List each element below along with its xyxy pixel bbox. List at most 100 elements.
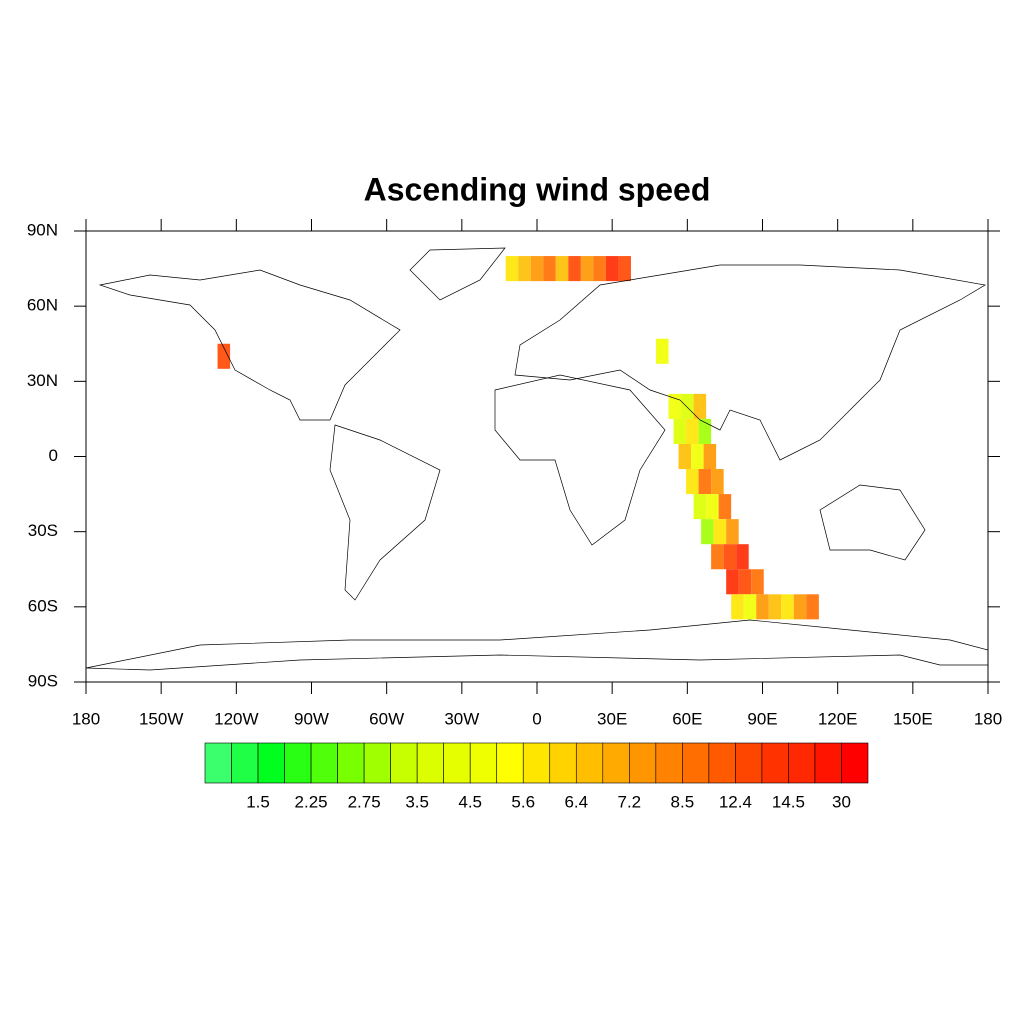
colorbar-box (708, 742, 736, 784)
wind-cell (673, 418, 687, 444)
colorbar-box (655, 742, 683, 784)
wind-cell (738, 569, 752, 595)
colorbar-box (204, 742, 232, 784)
wind-cell (701, 519, 714, 545)
y-tick-label: 90S (28, 671, 58, 690)
colorbar-label: 5.6 (511, 792, 535, 811)
wind-cell (681, 393, 694, 419)
wind-cell (217, 343, 231, 369)
colorbar-label: 6.4 (564, 792, 588, 811)
colorbar-label: 4.5 (458, 792, 482, 811)
x-tick-label: 0 (532, 709, 541, 728)
colorbar-box (841, 742, 869, 784)
greenland (409, 247, 506, 301)
wind-cell (706, 494, 719, 520)
x-tick-label: 150E (893, 709, 933, 728)
wind-cell (555, 256, 569, 282)
y-tick-label: 30N (27, 371, 58, 390)
wind-cell (703, 443, 717, 470)
wind-cell (580, 256, 594, 282)
x-tick-label: 60W (369, 709, 404, 728)
wind-cell (711, 544, 724, 570)
colorbar-label: 8.5 (671, 792, 695, 811)
wind-cell (756, 594, 769, 620)
wind-cell (593, 256, 606, 282)
wind-cell (693, 393, 707, 419)
wind-cell (686, 418, 699, 444)
wind-cell (530, 256, 544, 282)
wind-cell (693, 494, 707, 520)
map-frame (85, 230, 989, 683)
colorbar-box (549, 742, 577, 784)
wind-cell (605, 256, 619, 282)
y-tick-label: 0 (49, 446, 58, 465)
australia (819, 484, 926, 561)
x-tick-label: 90E (747, 709, 777, 728)
x-tick-label: 30W (444, 709, 479, 728)
colorbar-box (814, 742, 842, 784)
y-tick-label: 60S (28, 596, 58, 615)
colorbar-label: 2.25 (295, 792, 328, 811)
x-tick-label: 120E (818, 709, 858, 728)
colorbar-box (602, 742, 630, 784)
chart-title: Ascending wind speed (364, 171, 711, 207)
wind-cell (726, 519, 739, 545)
x-tick-label: 30E (597, 709, 627, 728)
colorbar-label: 7.2 (617, 792, 641, 811)
y-tick-label: 60N (27, 296, 58, 315)
wind-cell (731, 594, 744, 620)
colorbar-box (390, 742, 418, 784)
africa (494, 374, 666, 546)
wind-cell (505, 256, 519, 282)
colorbar-box (443, 742, 471, 784)
wind-cell (713, 519, 727, 545)
wind-cell (656, 338, 669, 364)
colorbar-box (337, 742, 365, 784)
colorbar-label: 14.5 (772, 792, 805, 811)
y-tick-label: 30S (28, 521, 58, 540)
colorbar-box (575, 742, 604, 784)
eurasia (514, 264, 986, 461)
colorbar-box (231, 742, 259, 784)
x-tick-label: 120W (214, 709, 258, 728)
south-america (329, 424, 441, 601)
wind-cell (678, 443, 692, 470)
north-america (98, 269, 401, 421)
wind-cell (736, 544, 749, 570)
x-tick-label: 60E (672, 709, 702, 728)
colorbar-box (682, 742, 710, 784)
wind-cell (568, 256, 581, 282)
wind-cell (726, 569, 739, 595)
colorbar-label: 3.5 (405, 792, 429, 811)
colorbar-box (788, 742, 816, 784)
wind-cell (668, 393, 682, 419)
colorbar-label: 30 (832, 792, 851, 811)
wind-cell (618, 256, 631, 282)
colorbar-box (310, 742, 338, 784)
colorbar-label: 12.4 (719, 792, 752, 811)
colorbar-label: 2.75 (348, 792, 381, 811)
y-tick-label: 90N (27, 220, 58, 239)
wind-cell (518, 256, 531, 282)
wind-cell (768, 594, 782, 620)
colorbar-box (416, 742, 444, 784)
coastlines (85, 247, 989, 671)
colorbar-box (496, 742, 524, 784)
wind-cell (806, 594, 819, 620)
colorbar-box (761, 742, 789, 784)
x-tick-label: 180 (974, 709, 1002, 728)
wind-cell (751, 569, 764, 595)
wind-cell (781, 594, 794, 620)
wind-cell (686, 469, 699, 495)
wind-cell (743, 594, 757, 620)
colorbar-label: 1.5 (246, 792, 270, 811)
wind-cell (698, 469, 712, 495)
antarctica (85, 619, 989, 671)
colorbar-box (735, 742, 763, 784)
colorbar-box (363, 742, 391, 784)
colorbar-box (469, 742, 498, 784)
wind-cell (718, 494, 732, 520)
wind-cell (543, 256, 556, 282)
colorbar-box (257, 742, 285, 784)
